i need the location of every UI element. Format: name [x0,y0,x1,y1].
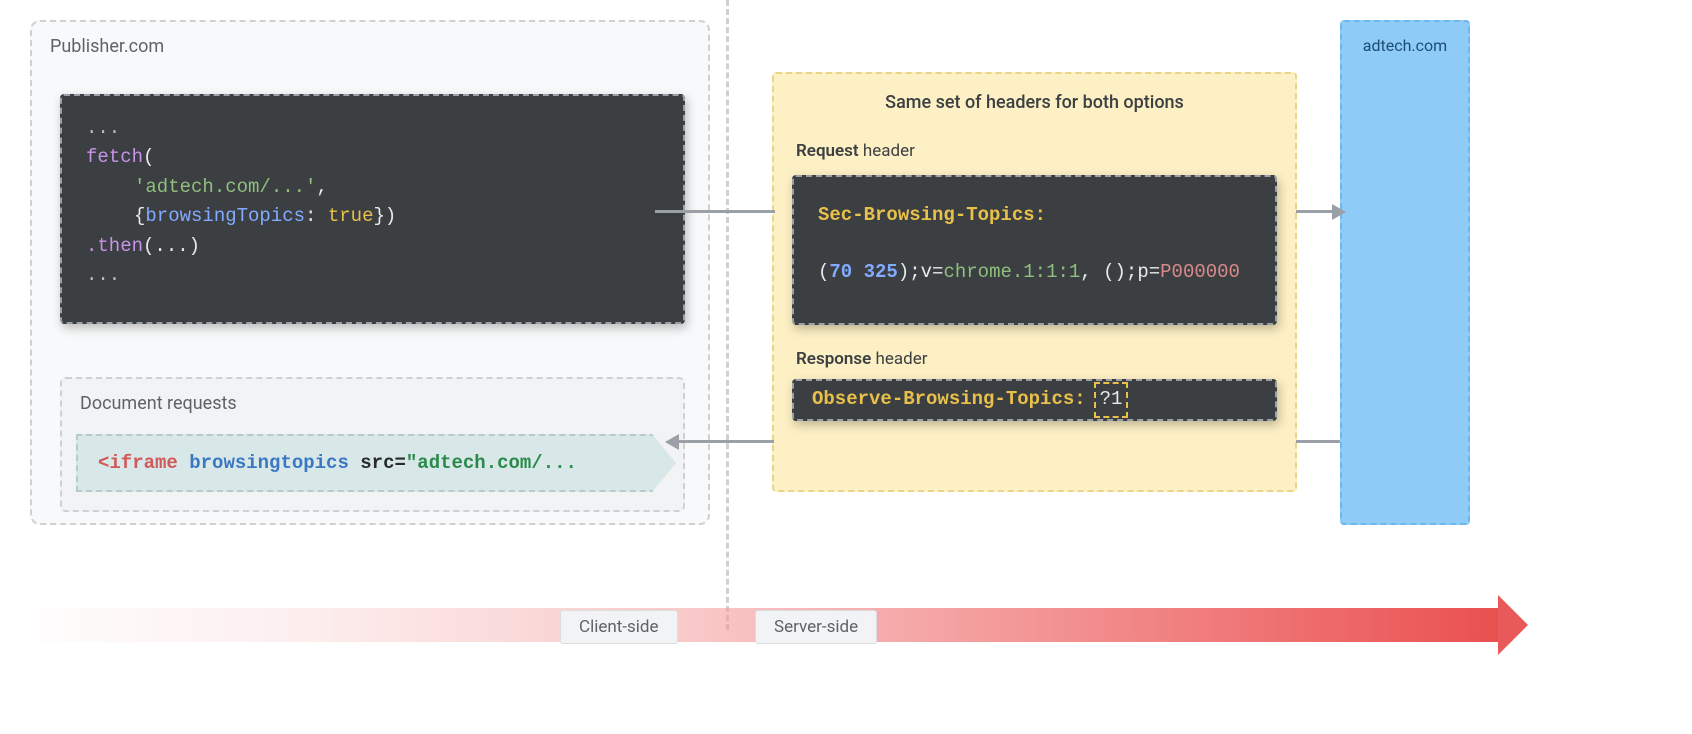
code-brace-close: }) [373,205,396,227]
iframe-attr: browsingtopics [189,452,349,474]
adtech-label: adtech.com [1342,36,1468,55]
code-paren: ( [143,146,154,168]
observe-browsing-topics-name: Observe-Browsing-Topics: [812,385,1086,414]
sec-browsing-topics-name: Sec-Browsing-Topics: [818,204,1046,226]
code-ellipsis: ... [86,117,120,139]
arrow-head-to-iframe [665,434,679,450]
code-colon: : [305,205,328,227]
request-header-label-bold: Request [796,141,859,161]
headers-title: Same set of headers for both options [774,92,1295,113]
client-side-label: Client-side [560,610,678,644]
hdr-close-paren: ) [898,261,909,283]
iframe-src-key: src= [360,452,406,474]
code-url: 'adtech.com/...' [134,176,316,198]
publisher-panel: Publisher.com ... fetch( 'adtech.com/...… [30,20,710,525]
response-header-label-rest: header [871,349,927,369]
arrow-headers-to-adtech [1296,210,1336,213]
hdr-pval: P000000 [1160,261,1240,283]
code-fetch: fetch [86,146,143,168]
code-opt-val: true [328,205,374,227]
response-header-label: Response header [796,349,1295,369]
code-brace: { [134,205,145,227]
response-header-label-bold: Response [796,349,871,369]
hdr-num1: 70 [829,261,852,283]
iframe-src-val: "adtech.com/... [406,452,577,474]
hdr-comma: , [1080,261,1103,283]
adtech-panel: adtech.com [1340,20,1470,525]
request-header-label-rest: header [859,141,915,161]
code-then-args: (...) [143,235,200,257]
arrow-fetch-to-headers [655,210,775,213]
hdr-empty: () [1103,261,1126,283]
document-requests-label: Document requests [80,393,237,414]
observe-browsing-topics-val: ?1 [1094,382,1129,417]
server-side-label: Server-side [755,610,877,644]
arrow-adtech-to-headers [1296,440,1340,443]
gradient-bar [0,608,1500,642]
headers-panel: Same set of headers for both options Req… [772,72,1297,492]
publisher-label: Publisher.com [50,36,164,57]
iframe-tag: <iframe [98,452,178,474]
request-header-label: Request header [796,141,1295,161]
arrow-head-to-adtech [1332,204,1346,220]
response-header-block: Observe-Browsing-Topics: ?1 [792,379,1277,421]
hdr-num2: 325 [864,261,898,283]
code-ellipsis-bottom: ... [86,264,120,286]
code-then: .then [86,235,143,257]
code-opt-key: browsingTopics [145,205,305,227]
fetch-code-block: ... fetch( 'adtech.com/...', {browsingTo… [60,94,685,324]
arrow-headers-to-iframe [678,440,774,443]
iframe-code-block: <iframe browsingtopics src="adtech.com/.… [76,434,676,492]
gradient-arrow-head [1498,595,1528,655]
client-server-divider [726,0,729,630]
hdr-semi-p: ;p= [1126,261,1160,283]
code-comma: , [316,176,327,198]
hdr-open-paren: ( [818,261,829,283]
hdr-chrome: chrome.1:1:1 [943,261,1080,283]
document-requests-panel: Document requests <iframe browsingtopics… [60,377,685,512]
request-header-block: Sec-Browsing-Topics: (70 325);v=chrome.1… [792,175,1277,325]
hdr-semi-v: ;v= [909,261,943,283]
